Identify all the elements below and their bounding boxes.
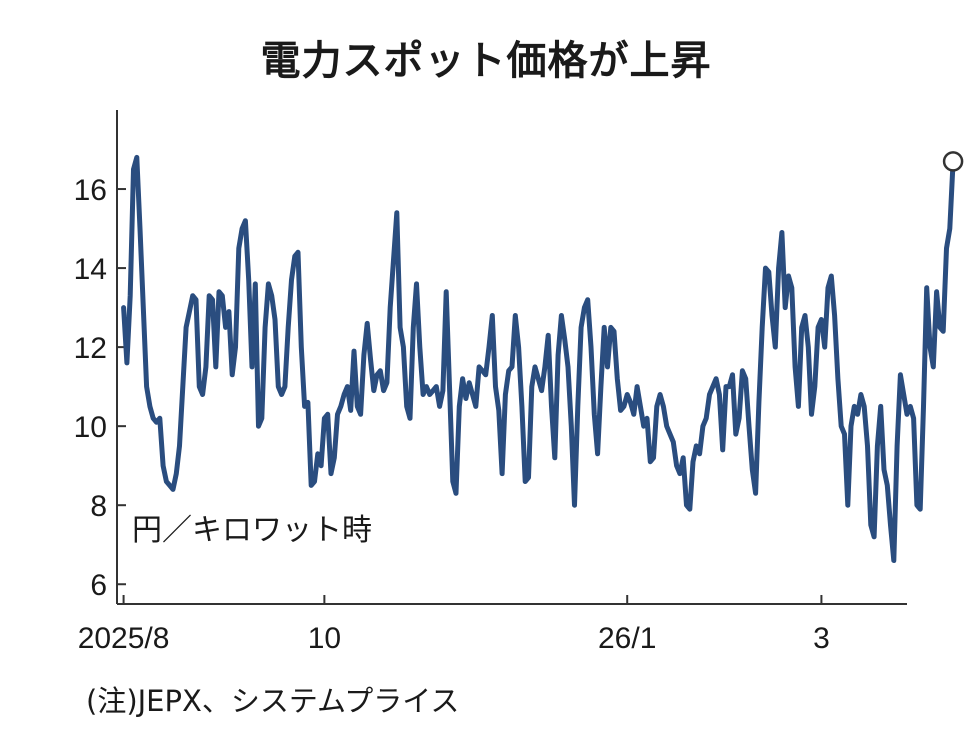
y-tick-label: 12: [74, 332, 107, 365]
y-tick-label: 16: [74, 174, 107, 207]
unit-label: 円／キロワット時: [132, 513, 372, 548]
x-tick-label: 3: [813, 622, 830, 655]
chart-axes: [116, 110, 907, 605]
x-tick-label: 10: [308, 622, 341, 655]
y-tick-label: 6: [90, 569, 107, 602]
source-note: (注)JEPX、システムプライス: [86, 684, 460, 718]
y-tick-label: 14: [74, 253, 107, 286]
x-tick-label: 2025/8: [78, 622, 170, 655]
latest-point-marker: [942, 151, 964, 172]
chart-title: 電力スポット価格が上昇: [260, 38, 712, 84]
y-tick-label: 10: [74, 411, 107, 444]
price-series-line: [121, 154, 956, 563]
y-ticks: 6 8 10 12 14 16: [74, 174, 126, 602]
y-tick-label: 8: [90, 490, 107, 523]
x-tick-label: 26/1: [598, 622, 656, 655]
plot-area: [121, 151, 964, 563]
x-ticks: 2025/8 10 26/1 3: [78, 595, 830, 655]
